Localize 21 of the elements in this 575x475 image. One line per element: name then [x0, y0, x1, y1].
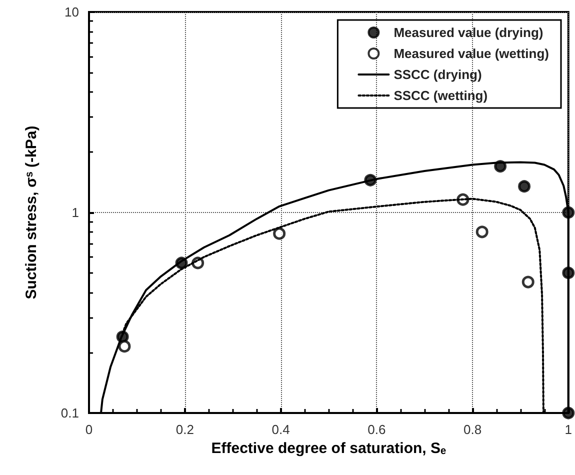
point	[562, 406, 575, 420]
x-tick-label: 0.6	[368, 422, 386, 437]
x-tick-label: 0.2	[176, 422, 194, 437]
point	[118, 340, 131, 353]
legend-label: Measured value (wetting)	[394, 46, 550, 61]
legend-label: Measured value (drying)	[394, 25, 544, 40]
y-axis-title: Suction stress, σˢ (-kPa)	[23, 126, 40, 300]
x-tick-label: 0.8	[463, 422, 482, 437]
y-tick-label: 0.1	[60, 406, 79, 420]
legend-label: SSCC (wetting)	[394, 88, 488, 103]
x-axis-title: Effective degree of saturation, Sₑ	[211, 440, 446, 457]
x-tick-label: 0	[85, 422, 93, 437]
y-tick-label: 10	[64, 4, 79, 20]
y-tick-label: 1	[72, 205, 79, 220]
x-tick-label: 1	[564, 422, 572, 437]
point	[518, 180, 531, 193]
x-tick-label: 0.4	[272, 422, 290, 437]
point	[476, 226, 488, 238]
legend-label: SSCC (drying)	[394, 67, 482, 82]
point	[273, 227, 286, 240]
point	[522, 276, 534, 288]
